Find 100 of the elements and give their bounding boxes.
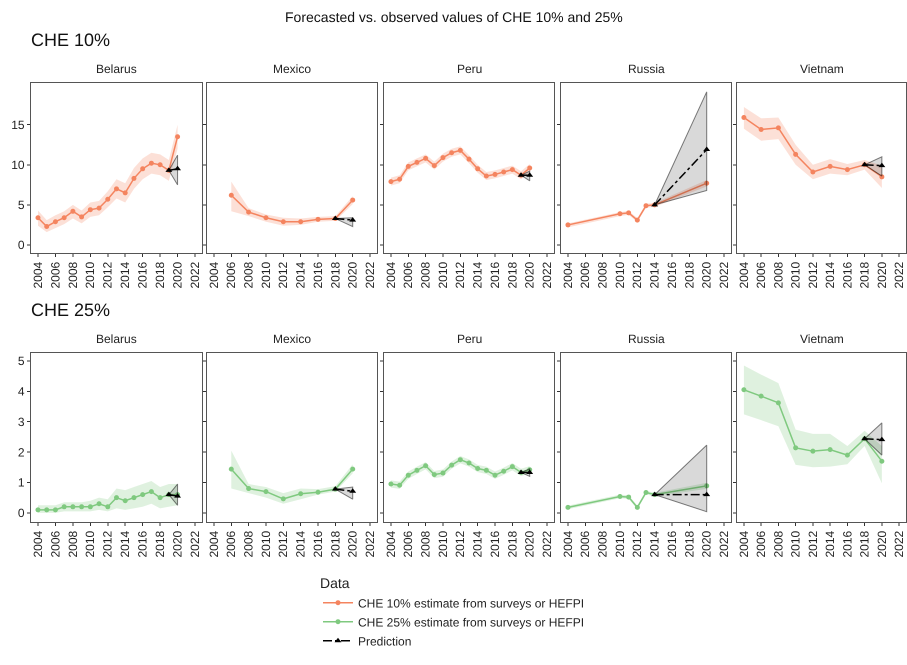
x-tick-label: 2008 <box>66 530 80 558</box>
x-tick-label: 2014 <box>470 530 485 558</box>
point <box>475 466 480 471</box>
x-tick-label: 2004 <box>736 261 751 289</box>
point <box>879 458 884 464</box>
x-tick-label: 2010 <box>436 261 450 289</box>
point <box>246 210 252 215</box>
x-tick-label: 2022 <box>362 261 377 289</box>
x-tick-label: 2006 <box>754 530 768 558</box>
x-tick-label: 2014 <box>118 261 132 289</box>
point <box>828 164 833 169</box>
x-tick-label: 2014 <box>648 530 662 558</box>
point <box>148 160 154 166</box>
chart-subtitle: CHE 10% <box>31 30 110 50</box>
point <box>501 468 506 474</box>
x-tick-label: 2006 <box>48 261 62 289</box>
x-tick-label: 2020 <box>700 530 714 558</box>
x-tick-label: 2018 <box>153 530 168 558</box>
chart-title: Belarus <box>96 62 137 76</box>
point <box>350 198 356 203</box>
chart-title: Peru <box>457 62 482 76</box>
y-tick-label: 15 <box>11 118 25 132</box>
x-tick-label: 2022 <box>892 261 906 289</box>
x-tick-label: 2006 <box>48 530 62 558</box>
point <box>105 504 110 510</box>
point <box>626 210 632 216</box>
point <box>388 482 394 487</box>
point <box>316 490 321 495</box>
x-tick-label: 2012 <box>806 261 820 289</box>
point <box>62 215 67 220</box>
point <box>432 163 437 168</box>
point <box>414 468 420 473</box>
point <box>298 219 304 224</box>
x-tick-label: 2014 <box>648 261 662 289</box>
point <box>35 507 40 512</box>
x-tick-label: 2008 <box>771 261 786 289</box>
x-tick-label: 2020 <box>874 530 889 558</box>
point <box>565 504 570 510</box>
point <box>35 215 40 220</box>
x-tick-label: 2004 <box>736 530 751 558</box>
x-tick-label: 2004 <box>206 530 221 558</box>
point <box>741 114 746 120</box>
x-tick-label: 2014 <box>823 530 838 558</box>
point <box>52 507 58 512</box>
point <box>70 504 76 510</box>
x-tick-label: 2012 <box>453 261 468 289</box>
x-tick-label: 2008 <box>66 261 80 289</box>
x-tick-label: 2022 <box>540 530 554 558</box>
x-tick-label: 2016 <box>664 261 679 289</box>
chart-title: Vietnam <box>800 332 844 346</box>
point <box>114 186 119 192</box>
point <box>466 156 472 162</box>
point <box>527 166 532 170</box>
point <box>432 472 437 478</box>
x-tick-label: 2010 <box>788 530 803 558</box>
x-tick-label: 2020 <box>522 261 537 289</box>
x-tick-label: 2018 <box>682 261 696 289</box>
point <box>828 447 833 452</box>
chart-title: Vietnam <box>800 62 844 76</box>
y-tick-label: 4 <box>18 384 25 398</box>
x-tick-label: 2010 <box>436 530 450 558</box>
point <box>484 468 489 473</box>
x-tick-label: 2006 <box>578 261 592 289</box>
x-tick-label: 2004 <box>560 261 575 289</box>
legend-label: CHE 10% estimate from surveys or HEFPI <box>358 596 584 610</box>
point <box>350 466 356 472</box>
point <box>704 483 710 488</box>
point <box>105 196 110 202</box>
point <box>634 504 640 510</box>
point <box>440 470 446 476</box>
x-tick-label: 2020 <box>874 261 889 289</box>
point <box>397 176 402 182</box>
chart-title: Mexico <box>273 62 312 76</box>
x-tick-label: 2010 <box>83 261 98 289</box>
x-tick-label: 2022 <box>716 530 731 558</box>
x-tick-label: 2004 <box>30 261 45 289</box>
point <box>879 174 884 180</box>
chart-title: Mexico <box>273 332 312 346</box>
point <box>776 400 781 406</box>
x-tick-label: 2008 <box>596 530 610 558</box>
x-tick-label: 2018 <box>505 261 520 289</box>
y-tick-label: 5 <box>18 198 25 212</box>
point <box>406 472 411 478</box>
x-tick-label: 2016 <box>136 261 150 289</box>
legend-label: CHE 25% estimate from surveys or HEFPI <box>358 615 584 630</box>
point <box>114 495 119 500</box>
point <box>510 167 515 172</box>
x-tick-label: 2012 <box>100 530 115 558</box>
x-tick-label: 2014 <box>118 530 132 558</box>
x-tick-label: 2006 <box>754 261 768 289</box>
x-tick-label: 2010 <box>612 530 627 558</box>
y-tick-label: 10 <box>11 158 25 172</box>
x-tick-label: 2022 <box>716 261 731 289</box>
y-tick-label: 3 <box>18 414 25 429</box>
point <box>96 206 102 211</box>
x-tick-label: 2006 <box>401 530 416 558</box>
point <box>44 224 50 230</box>
point <box>644 490 648 496</box>
x-tick-label: 2020 <box>346 261 360 289</box>
point <box>246 486 252 492</box>
